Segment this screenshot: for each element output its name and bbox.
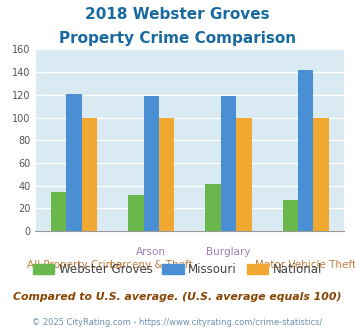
Text: Arson: Arson <box>136 247 166 257</box>
Bar <box>298 70 313 231</box>
Text: Property Crime Comparison: Property Crime Comparison <box>59 31 296 46</box>
Text: All Property Crime: All Property Crime <box>27 260 122 271</box>
Bar <box>236 117 252 231</box>
Text: Motor Vehicle Theft: Motor Vehicle Theft <box>255 260 355 271</box>
Bar <box>51 192 66 231</box>
Legend: Webster Groves, Missouri, National: Webster Groves, Missouri, National <box>28 258 327 281</box>
Bar <box>159 117 174 231</box>
Text: Larceny & Theft: Larceny & Theft <box>110 260 193 271</box>
Text: 2018 Webster Groves: 2018 Webster Groves <box>85 7 270 21</box>
Text: Compared to U.S. average. (U.S. average equals 100): Compared to U.S. average. (U.S. average … <box>13 292 342 302</box>
Text: © 2025 CityRating.com - https://www.cityrating.com/crime-statistics/: © 2025 CityRating.com - https://www.city… <box>32 318 323 327</box>
Bar <box>313 117 329 231</box>
Bar <box>283 200 298 231</box>
Bar <box>128 195 143 231</box>
Bar <box>66 94 82 231</box>
Bar <box>221 96 236 231</box>
Bar <box>143 96 159 231</box>
Bar <box>82 117 97 231</box>
Text: Burglary: Burglary <box>206 247 251 257</box>
Bar <box>205 184 221 231</box>
